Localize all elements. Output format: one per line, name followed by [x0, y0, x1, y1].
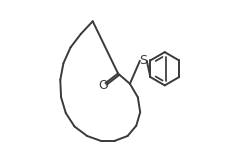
Text: O: O [98, 79, 108, 92]
Text: S: S [139, 54, 147, 67]
